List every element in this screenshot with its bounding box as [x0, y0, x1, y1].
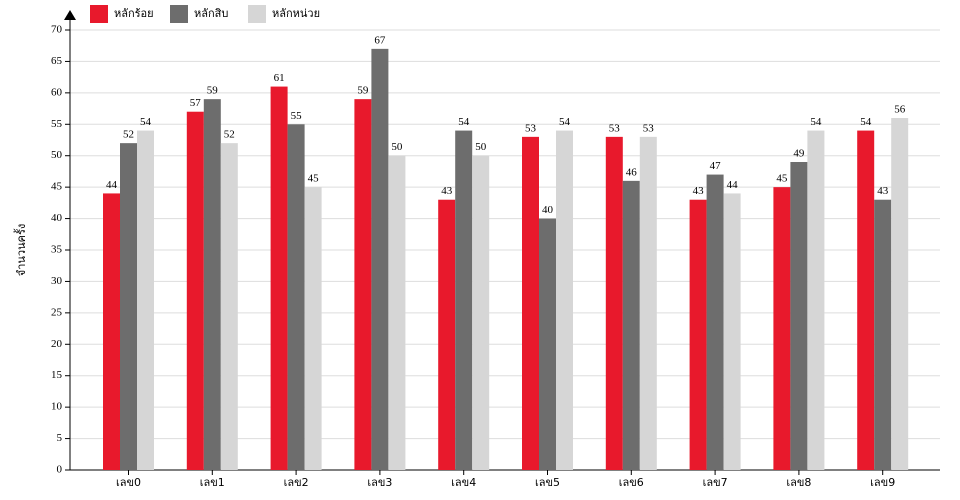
bar	[807, 130, 825, 471]
y-tick-label: 20	[51, 338, 63, 350]
y-tick-label: 60	[51, 86, 63, 98]
value-label: 61	[274, 72, 285, 84]
x-tick-label: เลข4	[451, 476, 476, 489]
bar	[522, 136, 539, 470]
legend-swatch	[248, 5, 266, 23]
value-label: 59	[207, 85, 219, 97]
y-tick-label: 15	[51, 369, 63, 381]
value-label: 54	[810, 116, 822, 128]
bar	[639, 136, 657, 470]
bar	[137, 130, 154, 471]
bar	[539, 218, 556, 470]
bar	[790, 162, 808, 470]
x-tick-label: เลข9	[870, 476, 895, 489]
bar	[857, 130, 875, 471]
value-label: 50	[475, 141, 487, 153]
value-label: 44	[106, 179, 118, 191]
y-tick-label: 10	[51, 401, 63, 413]
x-tick-label: เลข8	[786, 476, 811, 489]
y-tick-label: 50	[51, 149, 63, 161]
value-label: 54	[860, 116, 872, 128]
y-tick-label: 45	[51, 181, 63, 193]
value-label: 43	[441, 185, 453, 197]
value-label: 43	[877, 185, 889, 197]
value-label: 53	[525, 122, 537, 134]
bar	[270, 86, 288, 471]
x-tick-label: เลข6	[619, 476, 644, 489]
value-label: 47	[710, 160, 722, 172]
value-label: 53	[609, 122, 621, 134]
legend-swatch	[90, 5, 108, 23]
legend-label: หลักสิบ	[194, 7, 228, 20]
x-tick-label: เลข7	[703, 476, 728, 489]
value-label: 45	[776, 173, 788, 185]
x-tick-label: เลข3	[367, 476, 392, 489]
value-label: 50	[391, 141, 403, 153]
value-label: 54	[458, 116, 470, 128]
x-tick-label: เลข1	[200, 476, 225, 489]
legend-label: หลักร้อย	[114, 7, 154, 20]
bar	[203, 99, 221, 471]
value-label: 45	[308, 173, 320, 185]
bar	[186, 111, 204, 470]
value-label: 56	[894, 104, 906, 116]
bar	[891, 118, 909, 470]
value-label: 53	[643, 122, 655, 134]
value-label: 67	[374, 34, 386, 46]
bar	[773, 187, 791, 470]
legend-label: หลักหน่วย	[272, 7, 320, 20]
value-label: 52	[123, 129, 134, 141]
value-label: 55	[291, 110, 303, 122]
value-label: 49	[793, 148, 805, 160]
value-label: 44	[727, 179, 739, 191]
bar	[706, 174, 724, 471]
y-tick-label: 40	[51, 212, 63, 224]
bar	[304, 187, 322, 470]
value-label: 52	[224, 129, 235, 141]
bar	[605, 136, 623, 470]
bar	[622, 180, 640, 470]
value-label: 46	[626, 166, 638, 178]
bar	[472, 155, 490, 470]
value-label: 57	[190, 97, 202, 109]
y-tick-label: 70	[51, 24, 63, 36]
y-tick-label: 55	[51, 118, 63, 130]
value-label: 59	[357, 85, 369, 97]
y-tick-label: 35	[51, 244, 63, 256]
y-tick-label: 30	[51, 275, 63, 287]
bar	[103, 193, 120, 470]
y-tick-label: 65	[51, 55, 63, 67]
bar	[874, 199, 892, 470]
y-tick-label: 25	[51, 306, 63, 318]
x-tick-label: เลข5	[535, 476, 560, 489]
bar	[287, 124, 305, 471]
bar	[371, 48, 389, 470]
value-label: 40	[542, 204, 554, 216]
bar	[723, 193, 741, 470]
y-axis-label: จำนวนครั้ง	[13, 224, 28, 276]
bar	[220, 143, 238, 470]
y-tick-label: 0	[57, 464, 63, 476]
value-label: 54	[559, 116, 571, 128]
bar	[689, 199, 707, 470]
value-label: 54	[140, 116, 152, 128]
bar	[556, 130, 573, 471]
bar	[120, 143, 137, 470]
bar	[388, 155, 406, 470]
bar	[455, 130, 473, 471]
x-tick-label: เลข0	[116, 476, 141, 489]
bar	[438, 199, 456, 470]
x-tick-label: เลข2	[284, 476, 309, 489]
value-label: 43	[693, 185, 705, 197]
y-tick-label: 5	[57, 432, 63, 444]
legend-swatch	[170, 5, 188, 23]
bar	[354, 99, 372, 471]
